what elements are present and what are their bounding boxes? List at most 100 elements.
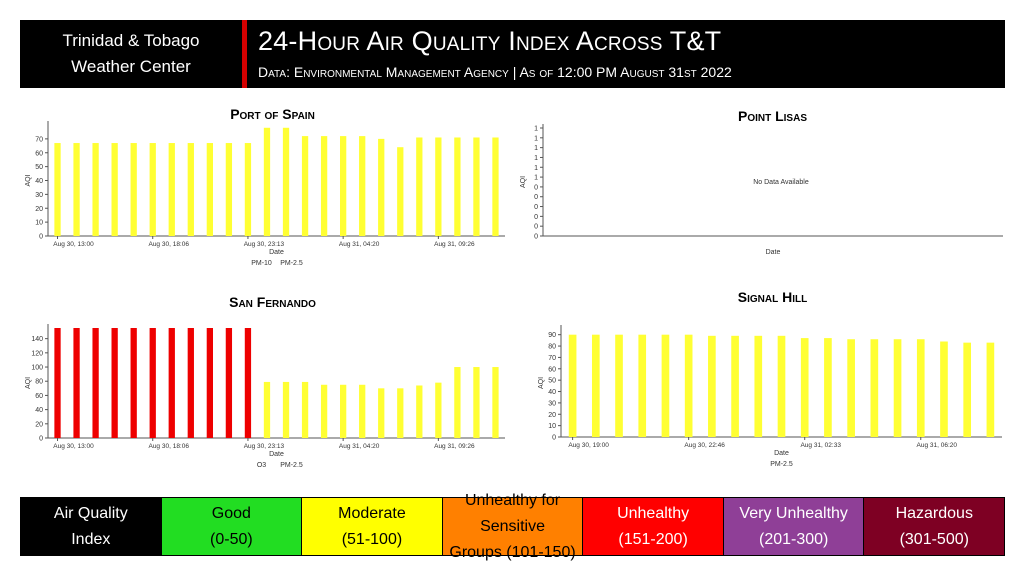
chart-title-port-of-spain: Port of Spain	[230, 106, 315, 122]
bar	[754, 335, 763, 437]
bar	[282, 127, 290, 236]
bar	[149, 328, 156, 438]
bar	[263, 127, 271, 236]
no-data-label: No Data Available	[753, 179, 809, 186]
series-legend-label: PM-2.5	[280, 260, 303, 267]
bar	[893, 339, 902, 437]
legend-range: (201-300)	[758, 530, 829, 548]
bar	[638, 334, 647, 437]
bar	[397, 388, 404, 438]
bar	[54, 143, 61, 236]
x-axis-label: Date	[269, 249, 284, 256]
series-legend-label: PM-2.5	[280, 462, 303, 469]
x-tick-label: Aug 30, 18:06	[148, 443, 189, 450]
legend-range: (151-200)	[618, 530, 688, 548]
bar	[473, 367, 480, 438]
y-tick-label: 100	[31, 365, 43, 372]
bar	[940, 341, 948, 437]
y-tick-label: 70	[35, 136, 43, 143]
y-tick-label: 80	[35, 379, 43, 386]
chart-title-signal-hill: Signal Hill	[737, 289, 808, 305]
y-tick-label: 70	[548, 355, 556, 362]
bar	[359, 136, 366, 236]
y-tick-label: 1	[534, 165, 538, 172]
legend-label: Good	[211, 504, 251, 522]
bar	[454, 137, 461, 236]
bar	[492, 137, 499, 236]
bar	[378, 388, 385, 438]
legend-label: Unhealthy for Sensitive	[464, 491, 561, 535]
bar	[244, 328, 252, 438]
page-subtitle: Data: Environmental Management Agency | …	[258, 64, 732, 80]
bar	[963, 342, 972, 437]
bar	[986, 342, 995, 437]
bar	[168, 143, 175, 236]
bar	[130, 143, 137, 236]
chart-point-lisas: 0 0 0 0 0 0 1 1 1 1 1 1 No Data Available Date AQI	[520, 124, 1003, 256]
bar	[708, 335, 716, 437]
y-tick-label: 60	[548, 366, 556, 373]
y-tick-label: 20	[548, 412, 556, 419]
y-tick-label: 30	[35, 192, 43, 199]
bar	[244, 143, 252, 236]
bar	[568, 334, 577, 437]
bar	[824, 338, 832, 437]
bar	[435, 137, 442, 236]
series-legend-label: PM-10	[251, 260, 272, 267]
bar	[591, 334, 600, 437]
legend-cell-moderate: Moderate (51-100)	[302, 498, 443, 555]
bar	[916, 339, 925, 437]
bar	[73, 143, 80, 236]
bar	[111, 143, 118, 236]
bar	[870, 339, 879, 437]
y-tick-label: 0	[39, 234, 43, 241]
bar	[454, 367, 461, 438]
y-tick-label: 10	[548, 423, 556, 430]
y-tick-label: 40	[35, 178, 43, 185]
legend-cell-title: Air Quality Index	[21, 498, 162, 555]
legend-cell-usg: Unhealthy for Sensitive Groups (101-150)	[442, 492, 584, 561]
bar	[149, 143, 156, 236]
y-tick-label: 0	[534, 224, 538, 231]
bar	[225, 143, 233, 236]
x-tick-label: Aug 30, 22:46	[684, 442, 725, 449]
y-tick-label: 0	[534, 184, 538, 191]
series-legend-label: PM-2.5	[770, 461, 793, 468]
legend-cell-hazardous: Hazardous (301-500)	[864, 498, 1005, 555]
bar	[92, 328, 99, 438]
x-tick-label: Aug 30, 19:00	[568, 442, 609, 449]
x-axis-label: Date	[269, 451, 284, 458]
bar	[435, 382, 442, 438]
chart-port-of-spain: 0 10 20 30 40 50 60 70 Aug 30, 13:00 Aug 30, 18:0…	[25, 121, 505, 267]
y-axis-label: AQI	[538, 377, 545, 389]
bar	[731, 335, 739, 437]
y-tick-label: 80	[548, 344, 556, 351]
bar	[320, 384, 328, 438]
y-tick-label: 1	[534, 155, 538, 162]
y-axis-label: AQI	[25, 174, 32, 186]
header-accent-bar	[242, 20, 247, 88]
bar	[615, 334, 623, 437]
legend-range: Groups (101-150)	[449, 543, 576, 561]
y-axis-label: AQI	[520, 176, 527, 188]
brand-line-1: Trinidad & Tobago	[62, 31, 200, 50]
legend-range: (301-500)	[899, 530, 969, 548]
bar	[225, 328, 233, 438]
x-axis-label: Date	[766, 249, 781, 256]
series-legend-label: O3	[257, 462, 266, 469]
y-axis-label: AQI	[25, 377, 32, 389]
y-tick-label: 20	[35, 206, 43, 213]
y-tick-label: 120	[31, 350, 43, 357]
y-tick-label: 1	[534, 126, 538, 133]
legend-label: Hazardous	[895, 504, 973, 522]
y-tick-label: 50	[35, 164, 43, 171]
x-tick-label: Aug 30, 23:13	[244, 241, 285, 248]
y-tick-label: 10	[35, 220, 43, 227]
bar	[416, 137, 423, 236]
bar	[416, 385, 423, 438]
y-tick-label: 50	[548, 378, 556, 385]
legend-label: Moderate	[338, 504, 406, 522]
x-tick-label: Aug 30, 13:00	[53, 241, 94, 248]
y-tick-label: 0	[534, 234, 538, 241]
bar	[397, 147, 404, 236]
